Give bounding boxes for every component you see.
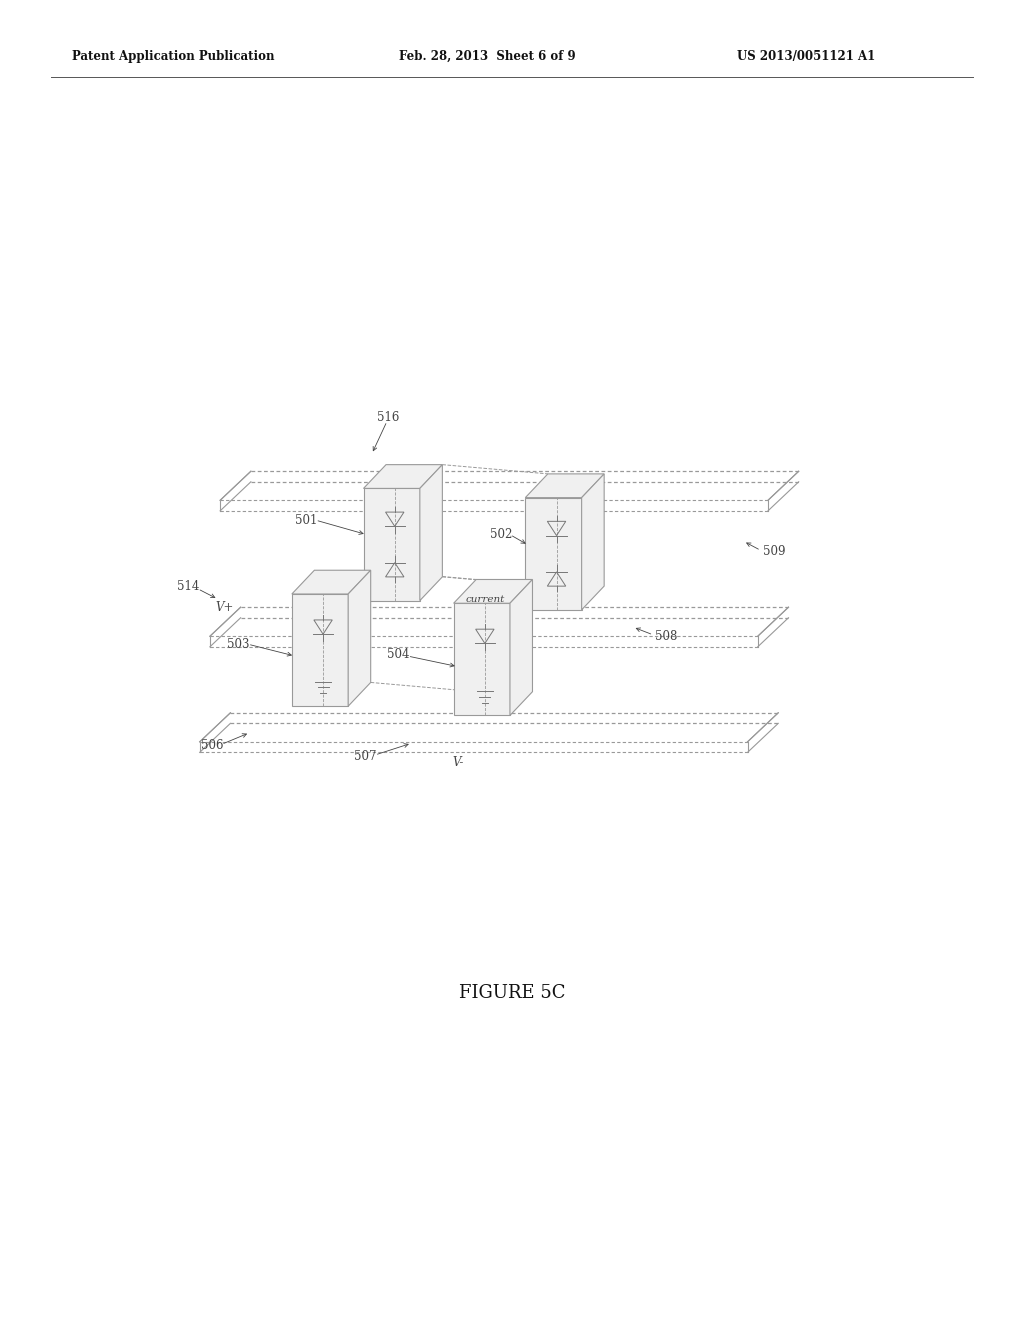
Text: current: current <box>466 595 505 603</box>
Text: 501: 501 <box>295 513 317 527</box>
Polygon shape <box>348 570 371 706</box>
Polygon shape <box>454 579 532 603</box>
Text: 504: 504 <box>387 648 410 661</box>
Text: 502: 502 <box>489 528 512 541</box>
Polygon shape <box>525 474 604 498</box>
Polygon shape <box>582 474 604 610</box>
Polygon shape <box>292 570 371 594</box>
Text: 503: 503 <box>227 638 250 651</box>
Text: 516: 516 <box>377 411 399 424</box>
Text: Feb. 28, 2013  Sheet 6 of 9: Feb. 28, 2013 Sheet 6 of 9 <box>399 50 575 63</box>
Polygon shape <box>510 579 532 715</box>
Text: 514: 514 <box>177 579 200 593</box>
Polygon shape <box>364 465 442 488</box>
Text: 507: 507 <box>354 750 377 763</box>
Polygon shape <box>454 603 510 715</box>
Text: FIGURE 5C: FIGURE 5C <box>459 983 565 1002</box>
Text: 508: 508 <box>655 630 678 643</box>
Text: Patent Application Publication: Patent Application Publication <box>72 50 274 63</box>
Text: 506: 506 <box>201 739 223 752</box>
Text: V+: V+ <box>215 601 233 614</box>
Polygon shape <box>525 498 582 610</box>
Text: 509: 509 <box>763 545 785 558</box>
Polygon shape <box>364 488 420 601</box>
Polygon shape <box>292 594 348 706</box>
Text: V-: V- <box>452 756 464 770</box>
Text: US 2013/0051121 A1: US 2013/0051121 A1 <box>737 50 876 63</box>
Polygon shape <box>420 465 442 601</box>
